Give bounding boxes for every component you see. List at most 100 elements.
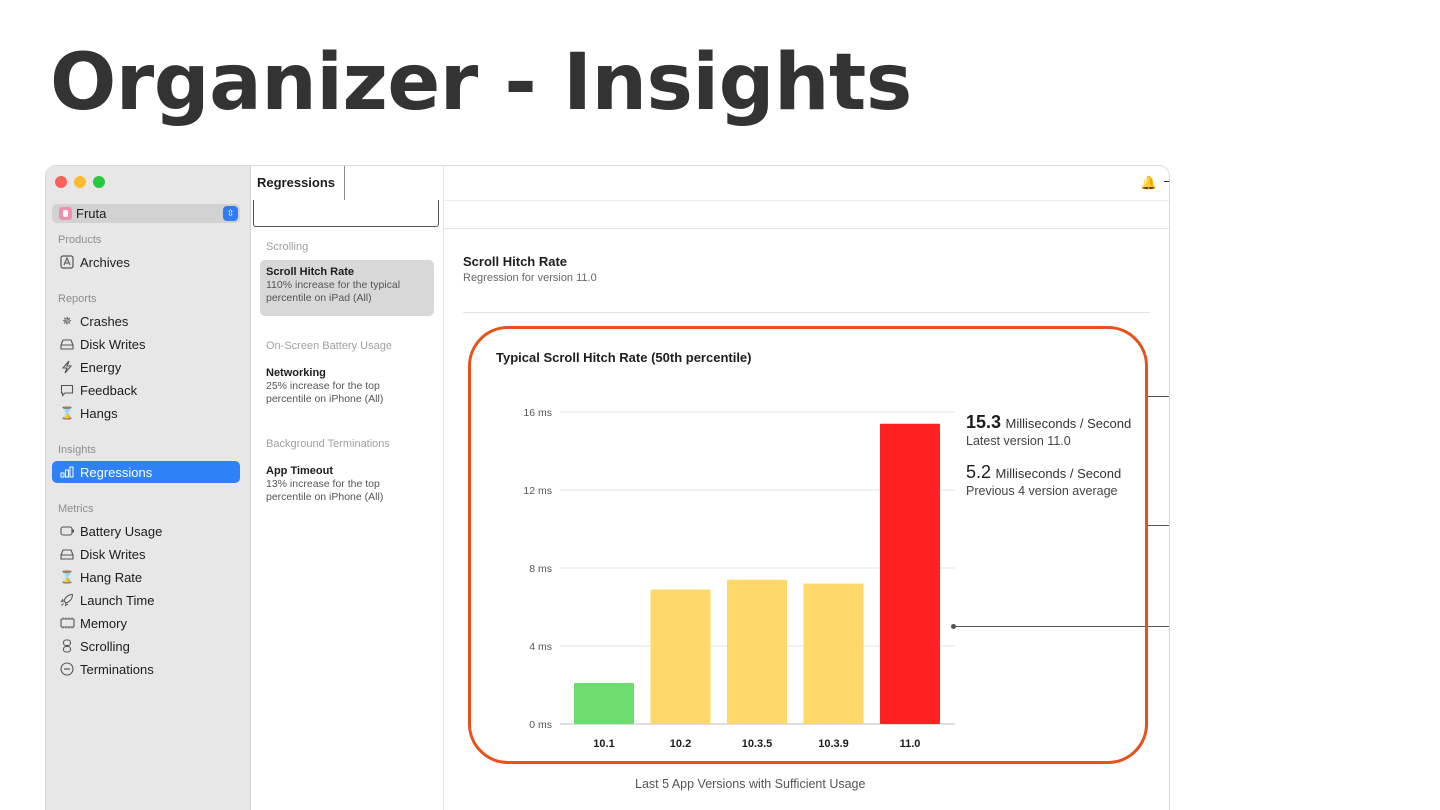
stat-latest-unit: Milliseconds / Second [1005, 416, 1132, 431]
bar [803, 583, 864, 724]
feedback-icon [59, 382, 75, 398]
x-tick-label: 10.3.5 [742, 738, 773, 750]
scroll-hitch-chart: 0 ms 4 ms 8 ms 12 ms 16 ms 10.1 10.2 10.3.5 10.3… [523, 407, 955, 750]
sidebar-item-crashes[interactable]: ✵ Crashes [52, 310, 240, 332]
section-label-products: Products [58, 234, 102, 246]
sidebar-item-label: Hang Rate [80, 569, 143, 585]
y-tick-label: 12 ms [523, 485, 552, 497]
chart-title: Typical Scroll Hitch Rate (50th percenti… [496, 350, 752, 365]
toolbar-overflow [1164, 181, 1169, 182]
memory-icon [59, 615, 75, 631]
x-tick-label: 11.0 [900, 738, 921, 750]
sidebar-item-energy[interactable]: Energy [52, 356, 240, 378]
zoom-window-button[interactable] [93, 176, 105, 188]
sidebar-item-label: Regressions [80, 464, 153, 480]
sidebar-item-metrics-disk-writes[interactable]: Disk Writes [52, 543, 240, 565]
category-label-battery: On-Screen Battery Usage [266, 340, 392, 352]
stat-previous-value: 5.2 [966, 462, 992, 482]
sidebar-item-label: Crashes [80, 313, 129, 329]
sidebar-item-scrolling[interactable]: Scrolling [52, 635, 240, 657]
sidebar-item-label: Terminations [80, 661, 154, 677]
detail-subtitle: Regression for version 11.0 [463, 272, 597, 284]
y-tick-label: 16 ms [523, 407, 552, 419]
sidebar-item-label: Hangs [80, 405, 118, 421]
sidebar-item-disk-writes[interactable]: Disk Writes [52, 333, 240, 355]
sidebar-item-memory[interactable]: Memory [52, 612, 240, 634]
disk-icon [59, 546, 75, 562]
hourglass-icon: ⌛ [59, 406, 75, 420]
battery-icon [59, 523, 75, 539]
archive-icon [59, 254, 75, 270]
stat-previous-desc: Previous 4 version average [966, 484, 1118, 498]
sidebar-item-label: Disk Writes [80, 546, 146, 562]
x-tick-label: 10.3.9 [818, 738, 849, 750]
chart-caption: Last 5 App Versions with Sufficient Usag… [635, 777, 866, 791]
x-tick-label: 10.2 [670, 738, 691, 750]
sidebar-item-hangs[interactable]: ⌛ Hangs [52, 402, 240, 424]
y-tick-label: 8 ms [529, 563, 552, 575]
close-window-button[interactable] [55, 176, 67, 188]
y-tick-label: 0 ms [529, 719, 552, 731]
issue-title: Networking [266, 367, 326, 379]
sidebar-item-archives[interactable]: Archives [52, 251, 240, 273]
sidebar-item-battery-usage[interactable]: Battery Usage [52, 520, 240, 542]
app-picker-label: Fruta [76, 206, 107, 221]
sidebar-item-label: Battery Usage [80, 523, 163, 539]
terminations-icon [59, 661, 75, 677]
crash-icon: ✵ [61, 314, 73, 328]
bar [880, 423, 940, 724]
issue-subtitle: 110% increase for the typical percentile… [266, 279, 401, 304]
slide-title: Organizer - Insights [50, 38, 912, 128]
app-icon [59, 207, 72, 220]
sidebar-item-launch-time[interactable]: Launch Time [52, 589, 240, 611]
regressions-icon [59, 464, 75, 480]
bell-icon[interactable]: 🔔 [1140, 175, 1157, 190]
app-picker[interactable]: Fruta ⇳ [52, 204, 240, 223]
sidebar-item-label: Feedback [80, 382, 138, 398]
callout-line [1146, 396, 1169, 397]
scroll-icon [59, 638, 75, 654]
section-label-insights: Insights [58, 444, 96, 456]
stat-previous-unit: Milliseconds / Second [995, 466, 1122, 481]
disk-icon [59, 336, 75, 352]
rocket-icon [59, 592, 75, 608]
issue-subtitle: 13% increase for the top percentile on i… [266, 478, 384, 503]
regressions-list: Regressions Scrolling Scroll Hitch Rate … [251, 166, 444, 810]
toolbar-secondary-bar [444, 200, 1169, 229]
section-label-metrics: Metrics [58, 503, 94, 515]
section-label-reports: Reports [58, 293, 97, 305]
sidebar-item-terminations[interactable]: Terminations [52, 658, 240, 680]
issue-title: App Timeout [266, 465, 334, 477]
issue-subtitle: 25% increase for the top percentile on i… [266, 380, 384, 405]
hourglass-icon: ⌛ [59, 570, 75, 584]
sidebar-item-hang-rate[interactable]: ⌛ Hang Rate [52, 566, 240, 588]
callout-dot [951, 624, 956, 629]
sidebar-item-label: Archives [80, 254, 130, 270]
category-label-terminations: Background Terminations [266, 438, 390, 450]
minimize-window-button[interactable] [74, 176, 86, 188]
sidebar-item-label: Memory [80, 615, 127, 631]
sidebar-item-label: Energy [80, 359, 122, 375]
stat-previous: 5.2 Milliseconds / Second Previous 4 ver… [966, 462, 1121, 498]
y-tick-label: 4 ms [529, 641, 552, 653]
bar [727, 579, 787, 724]
sidebar-item-regressions[interactable]: Regressions [52, 461, 240, 483]
issue-scroll-hitch-rate[interactable]: Scroll Hitch Rate 110% increase for the … [260, 260, 434, 316]
category-label-scrolling: Scrolling [266, 241, 309, 253]
issue-title: Scroll Hitch Rate [266, 266, 355, 278]
issue-networking[interactable]: Networking 25% increase for the top perc… [260, 361, 434, 411]
sidebar-item-feedback[interactable]: Feedback [52, 379, 240, 401]
chevron-updown-icon: ⇳ [223, 206, 238, 221]
window-controls [55, 176, 105, 188]
stat-latest-desc: Latest version 11.0 [966, 434, 1071, 448]
callout-line [1146, 525, 1169, 526]
stat-latest: 15.3 Milliseconds / Second Latest versio… [966, 412, 1131, 448]
tab-regressions[interactable]: Regressions [257, 175, 336, 190]
sidebar-item-label: Scrolling [80, 638, 130, 654]
filter-field[interactable] [253, 200, 439, 227]
callout-line [954, 626, 1169, 627]
x-tick-label: 10.1 [593, 738, 614, 750]
detail-title: Scroll Hitch Rate [463, 254, 568, 269]
issue-app-timeout[interactable]: App Timeout 13% increase for the top per… [260, 459, 434, 509]
sidebar-item-label: Disk Writes [80, 336, 146, 352]
